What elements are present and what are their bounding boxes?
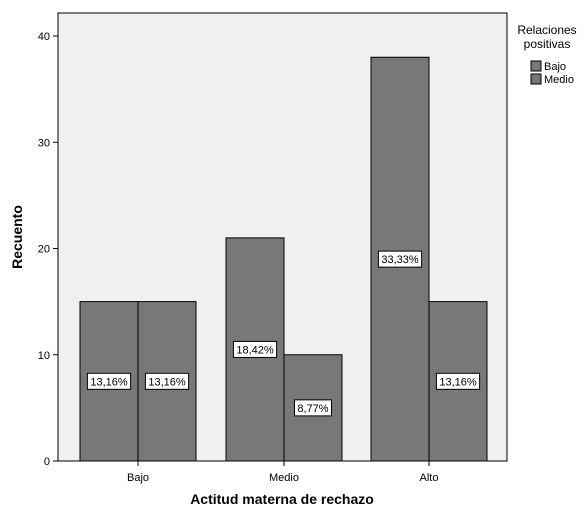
- data-label-medio-medio: 8,77%: [297, 403, 328, 415]
- data-label-bajo-medio: 13,16%: [148, 376, 186, 388]
- data-label-medio-bajo: 18,42%: [236, 344, 274, 356]
- y-tick-label-30: 30: [38, 137, 50, 149]
- y-tick-label-40: 40: [38, 31, 50, 43]
- x-axis-title: Actitud materna de rechazo: [190, 491, 374, 507]
- legend: Relaciones positivas Bajo Medio: [517, 23, 576, 86]
- y-tick-label-0: 0: [44, 456, 50, 468]
- data-label-alto-medio: 13,16%: [439, 376, 477, 388]
- y-tick-label-10: 10: [38, 350, 50, 362]
- legend-title-line-2: positivas: [524, 37, 571, 51]
- data-label-box-alto-bajo: [377, 250, 423, 268]
- data-label-box-bajo-medio: [144, 372, 190, 390]
- data-label-alto-bajo: 33,33%: [381, 254, 419, 266]
- y-axis-title: Recuento: [9, 205, 25, 269]
- data-label-box-bajo-bajo: [86, 372, 132, 390]
- y-tick-label-20: 20: [38, 244, 50, 256]
- x-tick-label-alto: Alto: [420, 472, 439, 484]
- data-label-box-medio-bajo: [232, 340, 278, 358]
- data-label-box-alto-medio: [435, 372, 481, 390]
- x-tick-label-bajo: Bajo: [127, 472, 149, 484]
- data-label-box-medio-medio: [294, 399, 332, 417]
- legend-swatch-medio: [530, 73, 542, 85]
- x-tick-label-medio: Medio: [269, 472, 299, 484]
- legend-title-line-1: Relaciones: [517, 23, 576, 37]
- data-label-bajo-bajo: 13,16%: [90, 376, 128, 388]
- legend-label-medio: Medio: [544, 74, 574, 86]
- legend-label-bajo: Bajo: [544, 61, 566, 73]
- legend-swatch-bajo: [530, 60, 542, 72]
